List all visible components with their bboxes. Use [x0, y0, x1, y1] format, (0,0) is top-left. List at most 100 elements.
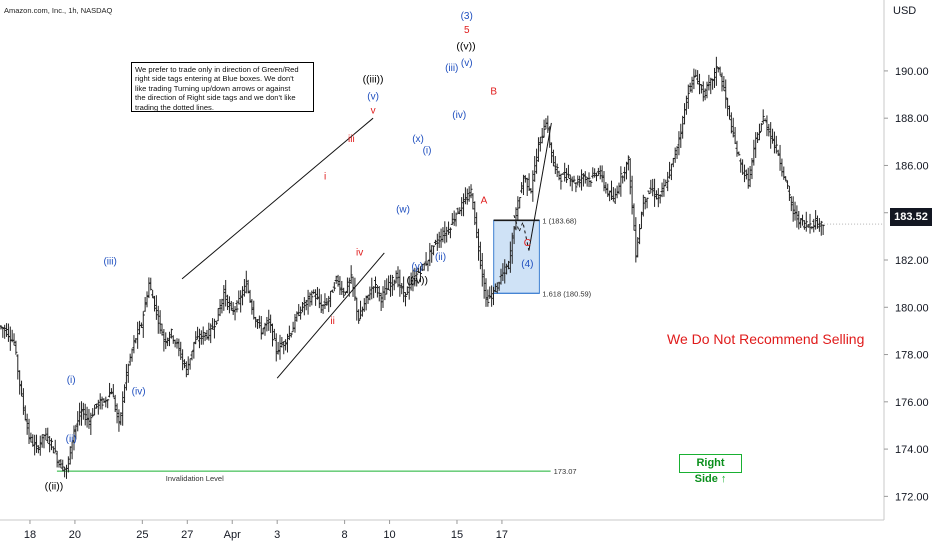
- price-bar: [66, 456, 70, 473]
- price-bar: [426, 260, 430, 272]
- price-bar: [448, 227, 452, 239]
- price-bar: [242, 279, 246, 297]
- wave-label: (x): [412, 134, 424, 145]
- price-bar: [199, 330, 203, 345]
- price-bar: [166, 337, 170, 347]
- price-bar: [752, 139, 756, 166]
- wave-label: B: [490, 87, 497, 98]
- price-bar: [645, 197, 649, 209]
- price-bar: [422, 262, 426, 271]
- price-bar: [583, 171, 587, 184]
- price-bar: [684, 95, 688, 115]
- price-bar: [387, 275, 391, 291]
- price-bar: [398, 269, 402, 297]
- price-bar: [506, 260, 510, 270]
- price-bar: [81, 402, 85, 420]
- price-bar: [196, 326, 200, 340]
- price-bar: [167, 331, 171, 347]
- price-bar: [669, 163, 673, 181]
- price-bar: [248, 289, 252, 303]
- price-bar: [692, 68, 696, 90]
- x-tick-label: Apr: [224, 529, 241, 541]
- wave-label: (w): [396, 205, 410, 216]
- price-bar: [162, 329, 166, 352]
- price-bar: [490, 285, 494, 307]
- price-bar: [274, 333, 278, 362]
- price-bar: [518, 197, 522, 209]
- price-bar: [48, 436, 52, 453]
- price-bar: [126, 363, 130, 383]
- level-label: 1.618 (180.59): [542, 289, 591, 298]
- price-bar: [604, 182, 608, 194]
- price-bar: [344, 291, 348, 295]
- right-side-label: Right Side: [694, 457, 725, 485]
- price-bar: [224, 279, 228, 307]
- note-line: We prefer to trade only in direction of …: [135, 65, 299, 74]
- price-bar: [699, 83, 703, 94]
- price-bar: [817, 218, 821, 232]
- price-bar: [91, 408, 95, 418]
- price-bar: [59, 459, 63, 469]
- price-bar: [484, 278, 488, 307]
- price-bar: [651, 178, 655, 197]
- price-bar: [576, 175, 580, 186]
- price-bar: [626, 155, 630, 171]
- price-bar: [239, 290, 243, 313]
- price-bar: [787, 185, 791, 201]
- price-bar: [602, 171, 606, 192]
- x-tick-label: 27: [181, 529, 193, 541]
- price-bar: [241, 286, 245, 306]
- price-bar: [606, 183, 610, 197]
- y-tick-label: 182.00: [895, 255, 929, 267]
- note-line: trading the dotted lines.: [135, 102, 214, 112]
- price-bar: [265, 316, 269, 332]
- price-bar: [551, 149, 555, 167]
- price-bar: [763, 118, 767, 122]
- price-bar: [209, 323, 213, 344]
- price-bar: [756, 132, 760, 143]
- price-bar: [804, 211, 808, 232]
- price-bar: [722, 76, 726, 92]
- price-bar: [718, 66, 722, 76]
- price-bar: [789, 196, 793, 212]
- price-bar: [379, 292, 383, 311]
- price-bar: [227, 296, 231, 314]
- price-bar: [0, 325, 3, 330]
- price-bar: [441, 227, 445, 243]
- price-bar: [759, 122, 763, 132]
- x-tick-label: 3: [274, 529, 280, 541]
- price-bar: [359, 300, 363, 320]
- wave-label: (3): [461, 11, 473, 22]
- price-bar: [345, 277, 349, 294]
- price-bar: [44, 427, 48, 441]
- price-bar: [252, 300, 256, 320]
- price-bar: [411, 268, 415, 292]
- price-bar: [6, 323, 10, 342]
- price-bar: [201, 326, 205, 345]
- price-bar: [450, 213, 454, 226]
- price-bar: [381, 286, 385, 308]
- price-bar: [711, 78, 715, 90]
- price-bar: [799, 218, 803, 228]
- price-bar: [671, 157, 675, 168]
- price-bar: [428, 242, 432, 267]
- price-bar: [151, 289, 155, 299]
- price-bar: [336, 274, 340, 287]
- price-bar: [495, 282, 499, 294]
- price-bar: [220, 298, 224, 314]
- wave-label: (i): [67, 375, 76, 386]
- price-bar: [477, 228, 481, 261]
- price-bar: [574, 182, 578, 193]
- price-bar: [271, 323, 275, 347]
- price-bar: [527, 173, 531, 191]
- price-bar: [791, 196, 795, 222]
- price-bar: [317, 288, 321, 309]
- price-bar: [420, 263, 424, 272]
- price-bar: [418, 266, 422, 283]
- y-tick-label: 180.00: [895, 302, 929, 314]
- price-bar: [596, 167, 600, 176]
- price-bar: [812, 218, 816, 233]
- price-bar: [237, 290, 241, 305]
- price-bar: [647, 190, 651, 195]
